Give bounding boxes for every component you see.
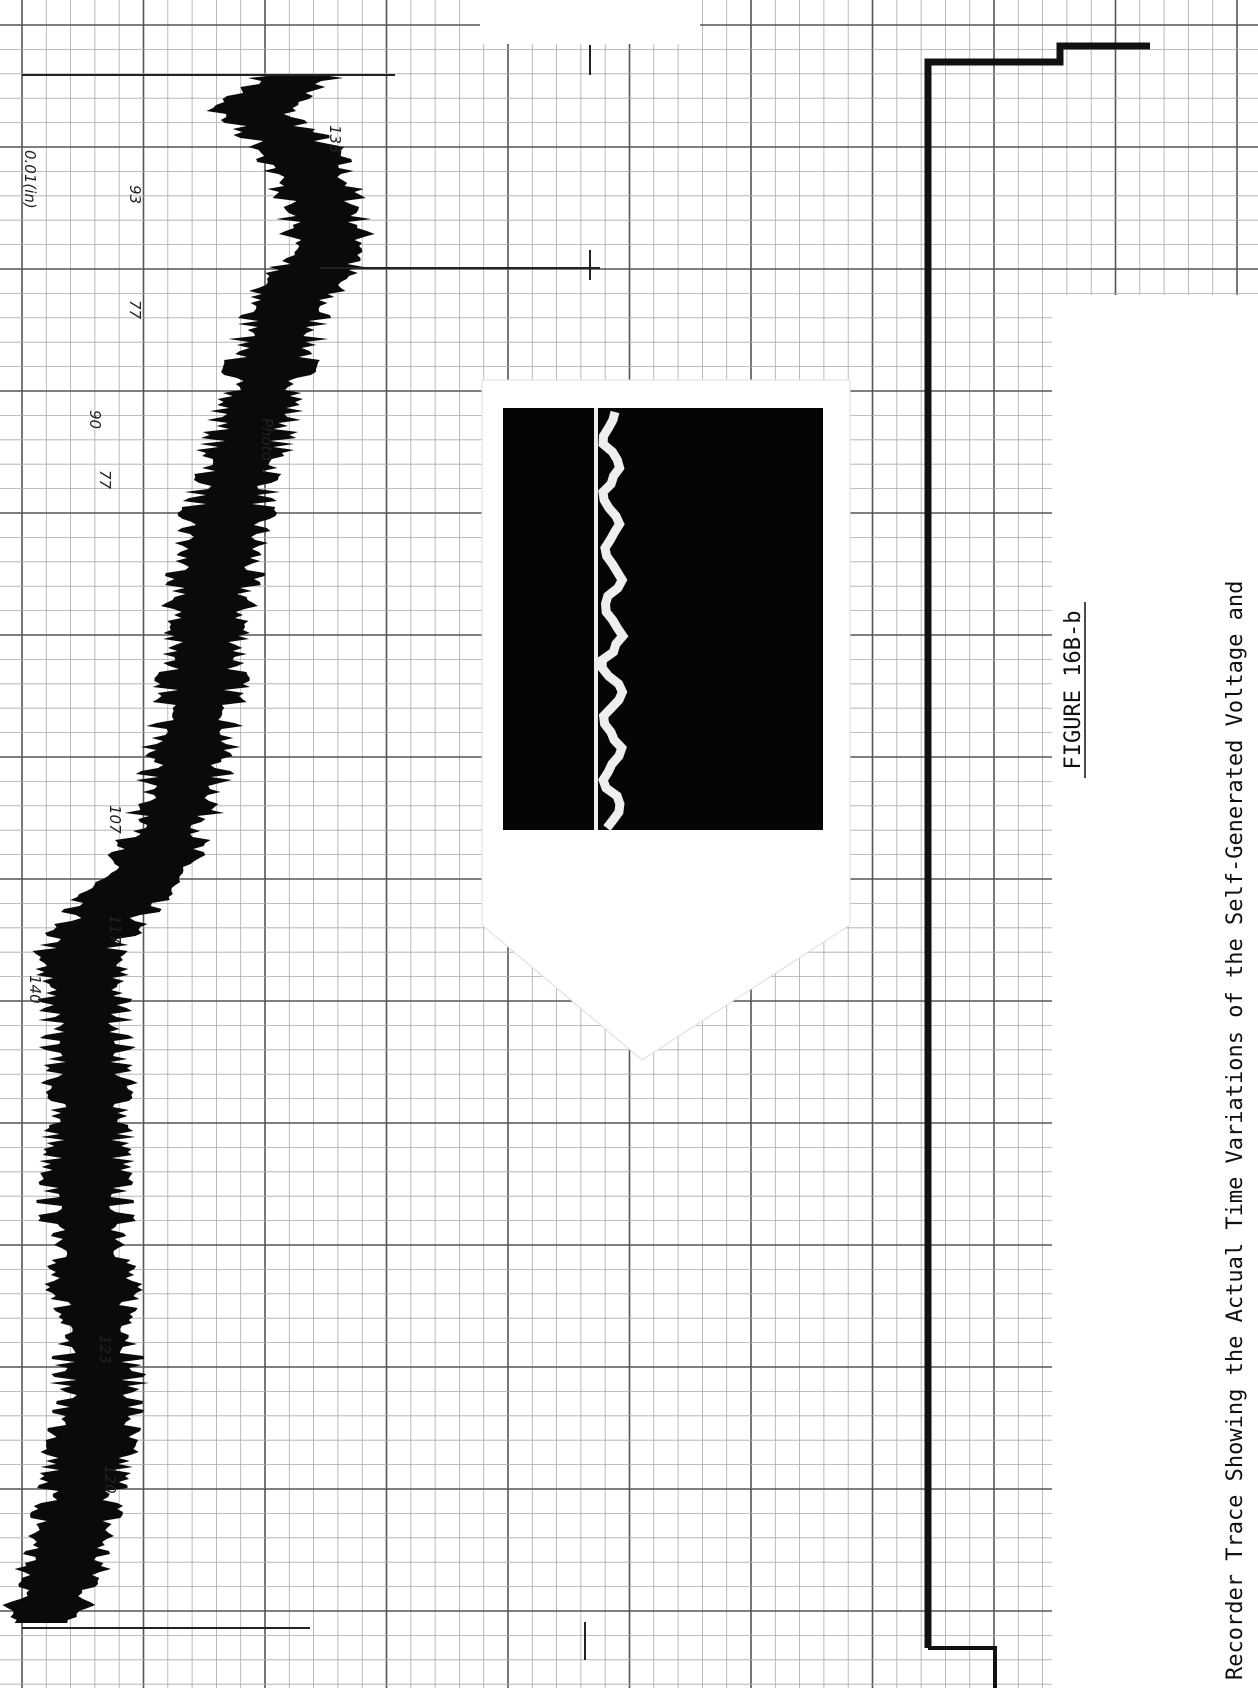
paper-gap (480, 0, 700, 44)
handwritten-note: Photo (258, 418, 276, 461)
figure-label-group: FIGURE 16B-b (1061, 602, 1086, 778)
handwritten-note: 90 (86, 410, 104, 429)
figure-caption: Recorder Trace Showing the Actual Time V… (1223, 581, 1248, 1680)
recorder-trace (2, 75, 375, 1623)
caption-area (1052, 295, 1258, 1688)
handwritten-note: 117 (106, 915, 124, 944)
handwritten-note: 93 (126, 185, 144, 204)
handwritten-note: 140 (26, 975, 44, 1004)
handwritten-note: 77 (96, 470, 114, 490)
handwritten-note: 120 (101, 1465, 119, 1494)
markers (22, 45, 600, 1660)
handwritten-note: 133 (326, 125, 344, 154)
photo-waveform (597, 410, 629, 831)
handwritten-note: 107 (106, 805, 124, 834)
handwritten-note: 123 (96, 1335, 114, 1364)
figure-label: FIGURE 16B-b (1061, 611, 1086, 770)
handwritten-note: 0.01(in) (21, 150, 39, 209)
handwritten-note: 77 (126, 300, 144, 320)
step-trace (924, 42, 1150, 1688)
oscillogram-photo (503, 408, 823, 830)
